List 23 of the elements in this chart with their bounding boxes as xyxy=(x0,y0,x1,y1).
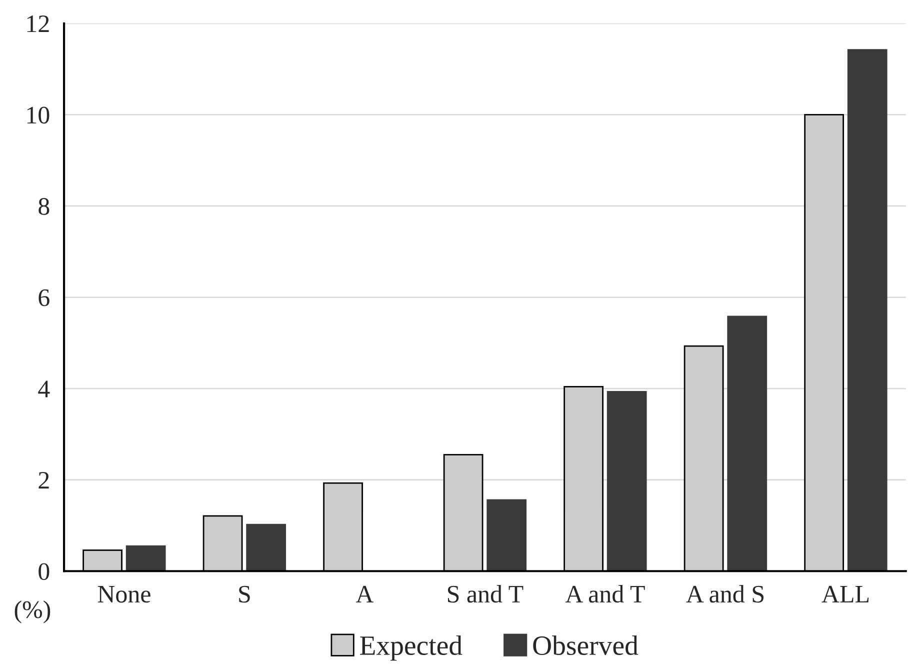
bar xyxy=(847,49,888,572)
y-tick-label: 2 xyxy=(38,472,49,489)
x-tick-label: A and T xyxy=(565,585,645,603)
y-tick-label: 6 xyxy=(38,289,50,306)
bar xyxy=(486,499,527,572)
y-tick-label: 12 xyxy=(27,16,49,32)
x-tick-label: S xyxy=(239,586,250,603)
y-tick-label: 8 xyxy=(38,198,50,215)
x-tick-label: S and T xyxy=(448,585,524,603)
x-tick-label: A xyxy=(356,586,374,602)
bar xyxy=(727,316,768,572)
text: (%) xyxy=(14,600,50,624)
bar xyxy=(246,524,286,572)
y-tick-label: 4 xyxy=(38,380,50,398)
y-tick-label: 0 xyxy=(38,563,50,580)
legend-label: Expected xyxy=(360,635,462,661)
bar xyxy=(606,391,647,572)
legend-label: Observed xyxy=(533,635,638,656)
x-tick-label: A and S xyxy=(686,585,764,603)
x-tick-label: None xyxy=(98,586,150,603)
x-tick-label: ALL xyxy=(822,586,869,602)
y-tick-label: 10 xyxy=(27,106,50,124)
bar xyxy=(126,545,166,572)
